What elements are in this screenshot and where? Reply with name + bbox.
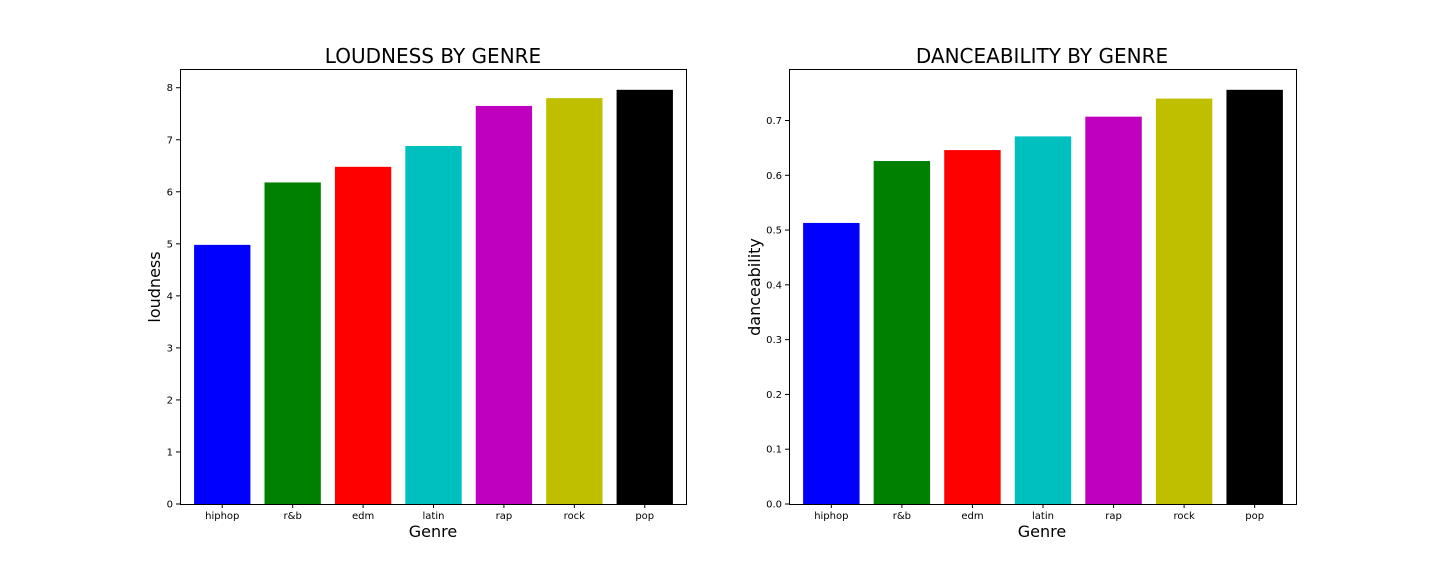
bar-rap	[475, 105, 533, 504]
x-tick-label: pop	[635, 511, 654, 522]
y-tick-label: 5	[167, 239, 173, 250]
y-tick-label: 0.4	[766, 280, 782, 291]
x-tick-label: rock	[1173, 511, 1195, 522]
x-tick-label: rap	[496, 511, 513, 522]
y-tick-label: 0.6	[766, 171, 782, 182]
x-tick-label: hiphop	[205, 511, 239, 522]
y-tick-label: 0.0	[766, 500, 782, 511]
bar-hiphop	[194, 244, 251, 504]
x-tick-label: latin	[1032, 511, 1054, 522]
bar-group	[194, 89, 673, 504]
y-tick-label: 0	[167, 500, 173, 511]
bar-hiphop	[803, 222, 860, 504]
y-tick-label: 0.5	[766, 226, 782, 237]
y-tick-label: 2	[167, 395, 173, 406]
bar-latin	[405, 146, 462, 504]
y-tick-label: 7	[167, 135, 173, 146]
y-tick-label: 4	[167, 291, 173, 302]
x-tick-label: hiphop	[814, 511, 848, 522]
loudness-chart: LOUDNESS BY GENRE Genre loudness 0 1 2 3 4 5 6…	[145, 44, 687, 541]
bar-rb	[264, 182, 321, 504]
axes-frame	[789, 69, 1297, 505]
chart-title: DANCEABILITY BY GENRE	[916, 44, 1168, 68]
y-tick-label: 0.3	[766, 335, 782, 346]
bar-rb	[873, 161, 931, 505]
x-tick-label: rock	[564, 511, 586, 522]
bar-rock	[1155, 98, 1213, 504]
x-tick-label: rap	[1105, 511, 1122, 522]
x-tick-label: edm	[961, 511, 983, 522]
axes-frame	[180, 69, 687, 505]
bar-edm	[334, 166, 392, 504]
bar-latin	[1014, 136, 1072, 504]
chart-title: LOUDNESS BY GENRE	[325, 44, 541, 68]
x-tick-label: pop	[1245, 511, 1264, 522]
bar-pop	[1226, 89, 1283, 505]
x-axis-label: Genre	[409, 522, 457, 541]
x-axis-label: Genre	[1018, 522, 1066, 541]
bar-edm	[944, 150, 1001, 504]
y-tick-label: 1	[167, 447, 173, 458]
x-tick-label: r&b	[284, 511, 302, 522]
x-ticks: hiphop r&b edm latin rap rock pop	[814, 504, 1264, 522]
bar-group	[803, 89, 1283, 505]
y-tick-label: 0.1	[766, 445, 782, 456]
y-tick-label: 0.7	[766, 116, 782, 127]
x-tick-label: r&b	[893, 511, 911, 522]
y-axis-label: loudness	[145, 251, 164, 322]
x-tick-label: latin	[423, 511, 445, 522]
bar-pop	[616, 89, 673, 504]
y-ticks: 0.0 0.1 0.2 0.3 0.4 0.5 0.6 0.7	[766, 116, 789, 511]
y-ticks: 0 1 2 3 4 5 6 7 8	[167, 83, 180, 511]
bar-rock	[546, 98, 603, 504]
bar-rap	[1085, 116, 1142, 504]
x-tick-label: edm	[352, 511, 374, 522]
y-tick-label: 3	[167, 343, 173, 354]
y-tick-label: 8	[167, 83, 173, 94]
y-axis-label: danceability	[745, 238, 764, 336]
y-tick-label: 6	[167, 187, 173, 198]
danceability-chart: DANCEABILITY BY GENRE Genre danceability…	[745, 44, 1297, 541]
y-tick-label: 0.2	[766, 390, 782, 401]
